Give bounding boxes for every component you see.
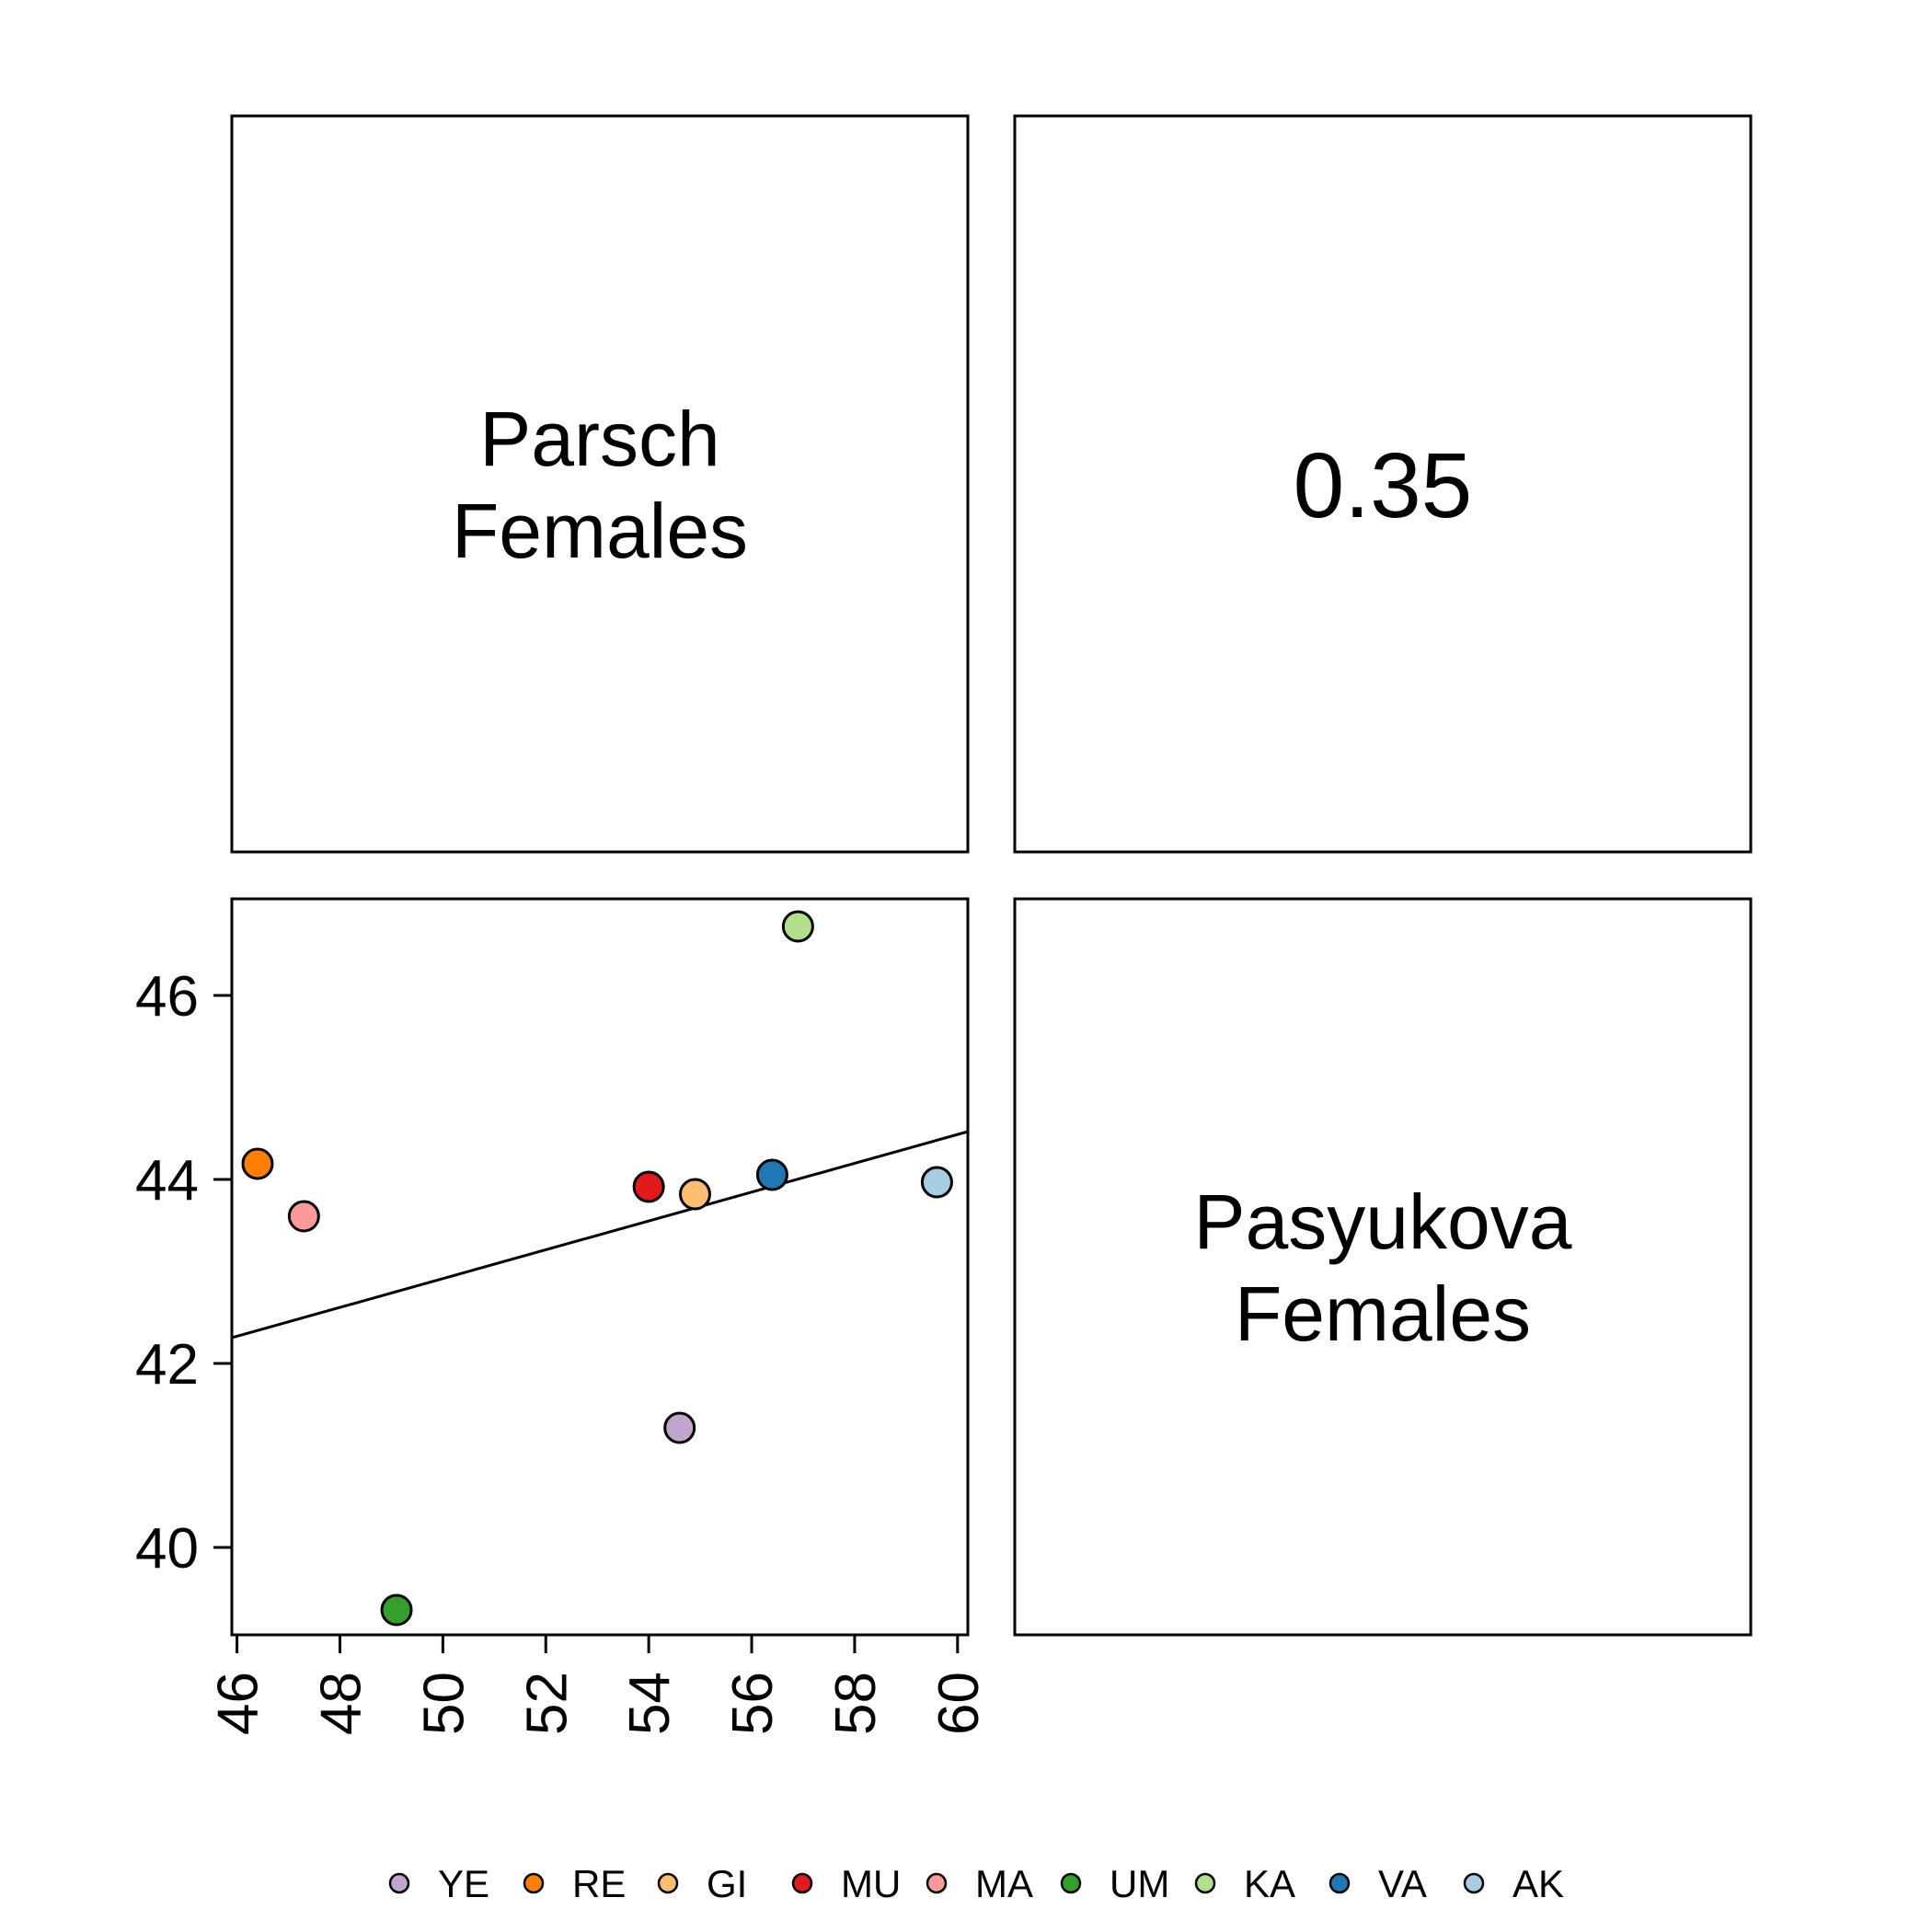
x-tick-label: 48 [309,1672,373,1735]
regression-line [231,1130,969,1340]
diagonal-panel-bottom-right: Pasyukova Females [1013,897,1753,1637]
panel-frame-top-left [230,114,970,854]
point-um [380,1593,413,1627]
point-mu [632,1170,665,1203]
legend-marker-va [1328,1872,1351,1894]
y-tick-label: 40 [135,1517,199,1581]
legend-label-va: VA [1378,1862,1427,1905]
legend-label-ka: KA [1244,1862,1295,1905]
point-va [755,1158,788,1191]
point-ak [920,1166,953,1199]
legend-marker-ye [388,1872,410,1894]
x-tick-label: 46 [207,1672,270,1735]
correlation-panel: 0.35 [1013,114,1753,854]
legend-label-um: UM [1110,1862,1169,1905]
diagonal-label-bottom-right-line2: Females [1235,1271,1531,1357]
legend-marker-ka [1194,1872,1216,1894]
legend-label-mu: MU [841,1862,901,1905]
scatter-panel: 46 48 50 52 54 56 58 60 40 42 44 46 [135,897,991,1735]
point-ma [287,1200,320,1233]
correlation-value: 0.35 [1294,434,1473,537]
fit-line-group [231,1130,969,1340]
x-tick-label: 60 [927,1672,991,1735]
legend-marker-gi [657,1872,679,1894]
y-tick-label: 42 [135,1333,199,1397]
point-ka [781,910,814,943]
x-tick-label: 56 [721,1672,785,1735]
legend-label-ye: YE [438,1862,489,1905]
point-gi [678,1178,711,1211]
diagonal-label-top-left-line2: Females [452,488,748,574]
legend: YE RE GI MU MA UM KA VA AK [388,1862,1564,1905]
panel-frame-top-right [1013,114,1753,854]
diagonal-label-top-left-line1: Parsch [479,396,719,482]
legend-marker-re [523,1872,545,1894]
x-axis: 46 48 50 52 54 56 58 60 [207,1633,991,1735]
legend-marker-ma [926,1872,948,1894]
panel-frame-bottom-right [1013,897,1753,1637]
y-axis: 40 42 44 46 [135,965,234,1581]
diagonal-panel-top-left: Parsch Females [230,114,970,854]
legend-marker-ak [1463,1872,1485,1894]
point-re [241,1147,274,1180]
x-tick-label: 58 [824,1672,888,1735]
legend-marker-mu [791,1872,813,1894]
panel-frame-bottom-left [230,897,970,1637]
legend-label-ak: AK [1512,1862,1564,1905]
x-tick-label: 54 [618,1672,682,1735]
points-group [241,910,953,1627]
y-tick-label: 44 [135,1149,199,1213]
legend-label-gi: GI [707,1862,747,1905]
legend-label-ma: MA [975,1862,1033,1905]
x-tick-label: 52 [515,1672,579,1735]
diagonal-label-bottom-right-line1: Pasyukova [1194,1179,1572,1265]
legend-marker-um [1060,1872,1082,1894]
legend-label-re: RE [572,1862,626,1905]
point-ye [663,1411,696,1444]
x-tick-label: 50 [412,1672,476,1735]
y-tick-label: 46 [135,965,199,1029]
